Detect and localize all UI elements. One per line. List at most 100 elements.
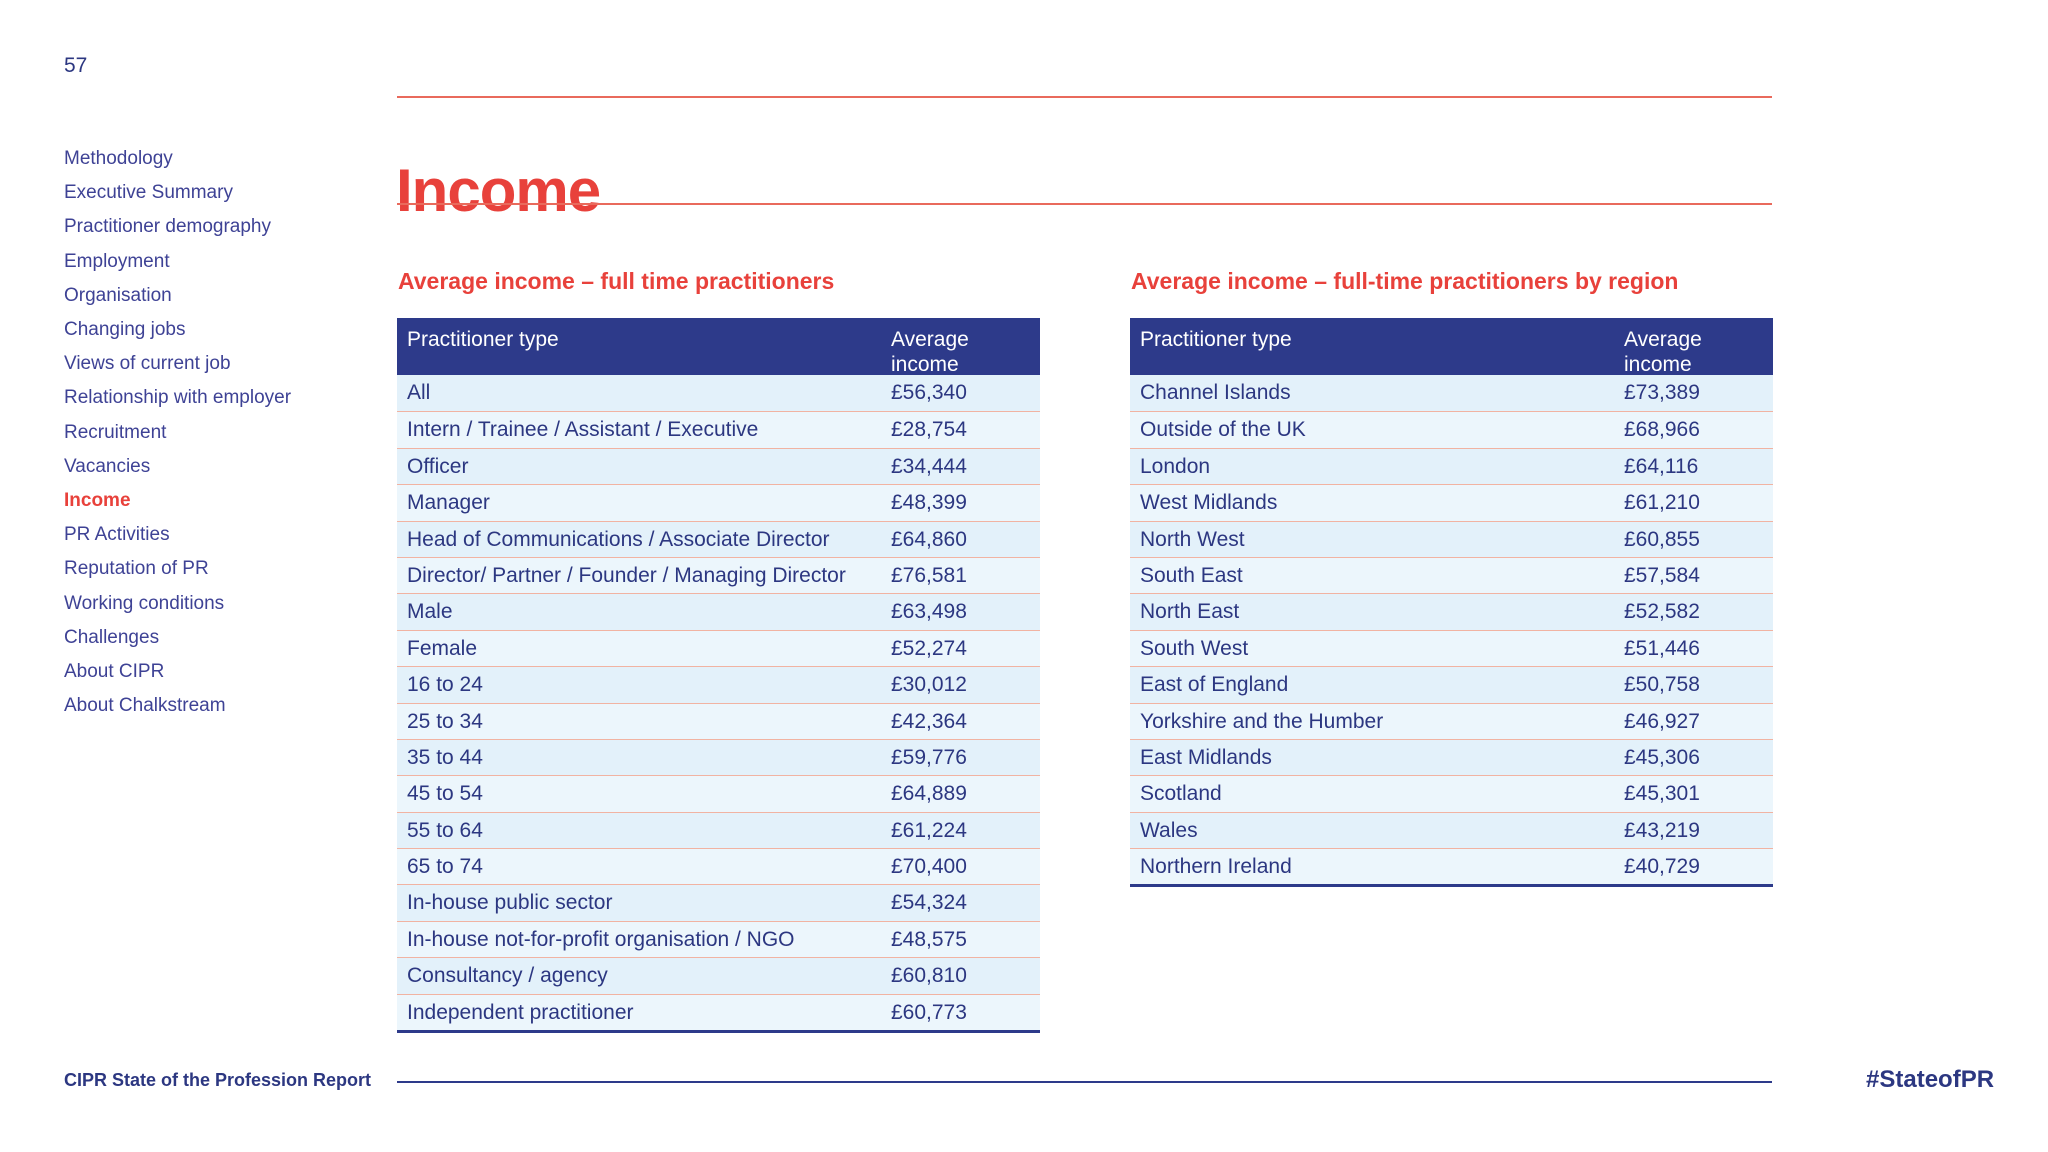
table-fulltime-by-region: Average income – full-time practitioners… (1130, 268, 1773, 888)
sidebar-item-organisation[interactable]: Organisation (64, 284, 172, 306)
table-row: London £64,116 (1130, 447, 1773, 485)
sidebar-item-vacancies[interactable]: Vacancies (64, 455, 151, 477)
table-row: In-house not-for-profit organisation / N… (397, 920, 1040, 958)
table-row: Officer £34,444 (397, 447, 1040, 485)
row-label: Consultancy / agency (407, 964, 608, 988)
row-label: Independent practitioner (407, 1000, 634, 1024)
table-row: East of England £50,758 (1130, 666, 1773, 703)
row-value: £70,400 (891, 855, 967, 879)
row-value: £34,444 (891, 454, 967, 478)
sidebar-item-employment[interactable]: Employment (64, 250, 170, 272)
col-practitioner-type: Practitioner type (407, 328, 559, 351)
row-value: £48,575 (891, 927, 967, 951)
sidebar-item-relationship-with-employer[interactable]: Relationship with employer (64, 387, 292, 409)
table-row: East Midlands £45,306 (1130, 738, 1773, 776)
page-title: Income (396, 157, 601, 225)
sidebar-item-views-of-current-job[interactable]: Views of current job (64, 353, 231, 375)
col-practitioner-type: Practitioner type (1140, 328, 1292, 351)
table-row: South West £51,446 (1130, 629, 1773, 667)
table-row: Director/ Partner / Founder / Managing D… (397, 556, 1040, 594)
row-value: £73,389 (1624, 381, 1700, 404)
table-row: Channel Islands £73,389 (1130, 375, 1773, 412)
footer-rule (397, 1081, 1772, 1083)
row-label: Channel Islands (1140, 381, 1291, 404)
row-label: Manager (407, 491, 490, 515)
row-value: £45,301 (1624, 782, 1700, 806)
sidebar-item-changing-jobs[interactable]: Changing jobs (64, 319, 186, 341)
row-label: Intern / Trainee / Assistant / Executive (407, 418, 759, 442)
row-value: £60,773 (891, 1000, 967, 1024)
row-value: £28,754 (891, 418, 967, 442)
table-row: North East £52,582 (1130, 593, 1773, 630)
table-row: Outside of the UK £68,966 (1130, 411, 1773, 448)
row-label: East Midlands (1140, 745, 1272, 769)
table-row: Northern Ireland £40,729 (1130, 848, 1773, 885)
row-value: £76,581 (891, 563, 967, 587)
footer-report-name: CIPR State of the Profession Report (64, 1070, 372, 1090)
sidebar-item-recruitment[interactable]: Recruitment (64, 421, 167, 443)
sidebar-item-about-chalkstream[interactable]: About Chalkstream (64, 695, 226, 717)
row-label: Yorkshire and the Humber (1140, 709, 1384, 733)
sidebar-item-methodology[interactable]: Methodology (64, 148, 173, 169)
table-row: Intern / Trainee / Assistant / Executive… (397, 411, 1040, 448)
row-label: 65 to 74 (407, 855, 483, 879)
row-value: £50,758 (1624, 673, 1700, 697)
sidebar-item-executive-summary[interactable]: Executive Summary (64, 182, 233, 204)
row-label: 16 to 24 (407, 673, 483, 697)
sidebar-item-challenges[interactable]: Challenges (64, 626, 160, 648)
row-label: North East (1140, 600, 1240, 624)
row-value: £57,584 (1624, 563, 1700, 587)
table-row: West Midlands £61,210 (1130, 484, 1773, 521)
table-row: Yorkshire and the Humber £46,927 (1130, 702, 1773, 739)
table-subtitle: Average income – full-time practitioners… (1131, 268, 1679, 294)
table-row: 45 to 54 £64,889 (397, 775, 1040, 812)
col-average-income: Average income (1624, 328, 1702, 376)
income-table: Practitioner type Average income Channel… (1130, 318, 1773, 888)
table-body: Channel Islands £73,389 Outside of the UK £… (1130, 375, 1773, 885)
footer-hashtag: #StateofPR (1866, 1066, 1995, 1093)
row-label: Wales (1140, 818, 1198, 842)
table-row: Wales £43,219 (1130, 811, 1773, 849)
sidebar-item-working-conditions[interactable]: Working conditions (64, 592, 225, 614)
table-row: Manager £48,399 (397, 484, 1040, 521)
sidebar-item-about-cipr[interactable]: About CIPR (64, 661, 165, 683)
row-value: £48,399 (891, 491, 967, 515)
row-value: £52,582 (1624, 600, 1700, 624)
row-label: All (407, 381, 431, 404)
row-value: £42,364 (891, 709, 967, 733)
table-row: 65 to 74 £70,400 (397, 848, 1040, 885)
row-label: North West (1140, 527, 1245, 551)
row-value: £61,224 (891, 818, 967, 842)
table-row: All £56,340 (397, 375, 1040, 412)
table-row: North West £60,855 (1130, 520, 1773, 557)
sidebar-nav: Methodology Executive Summary Practitioner… (64, 142, 364, 723)
table-row: In-house public sector £54,324 (397, 884, 1040, 921)
table-header-row: Practitioner type Average income (397, 318, 1040, 376)
row-value: £61,210 (1624, 491, 1700, 515)
sidebar-item-reputation-of-pr[interactable]: Reputation of PR (64, 558, 209, 580)
row-label: Head of Communications / Associate Direc… (407, 527, 830, 551)
sidebar-item-pr-activities[interactable]: PR Activities (64, 524, 170, 546)
sidebar-item-income[interactable]: Income (64, 490, 131, 512)
row-value: £45,306 (1624, 745, 1700, 769)
row-label: Director/ Partner / Founder / Managing D… (407, 563, 846, 587)
row-value: £64,860 (891, 527, 967, 551)
row-value: £46,927 (1624, 709, 1700, 733)
sidebar-item-practitioner-demography[interactable]: Practitioner demography (64, 216, 271, 238)
income-table: Practitioner type Average income All £56,… (397, 318, 1040, 1034)
row-value: £64,116 (1624, 454, 1699, 478)
table-row: Head of Communications / Associate Direc… (397, 520, 1040, 557)
row-value: £60,855 (1624, 527, 1700, 551)
row-label: 35 to 44 (407, 745, 483, 769)
row-label: Officer (407, 454, 469, 478)
row-value: £56,340 (891, 381, 967, 404)
row-value: £43,219 (1624, 818, 1700, 842)
table-fulltime-practitioners: Average income – full time practitioners… (397, 268, 1040, 1034)
table-row: 16 to 24 £30,012 (397, 666, 1040, 703)
row-label: West Midlands (1140, 491, 1278, 515)
table-row: South East £57,584 (1130, 556, 1773, 594)
table-row: Consultancy / agency £60,810 (397, 957, 1040, 994)
row-value: £68,966 (1624, 418, 1700, 442)
row-label: In-house public sector (407, 891, 613, 915)
